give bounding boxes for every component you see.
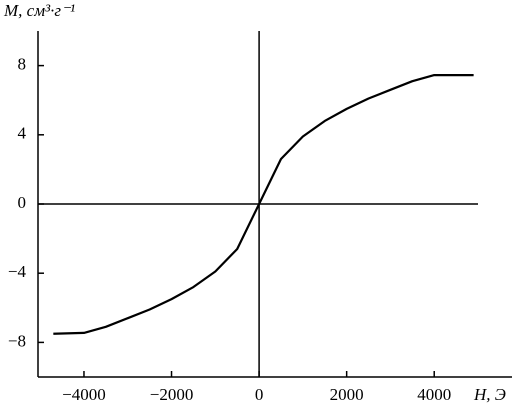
x-tick-label: −4000: [62, 385, 106, 404]
y-tick-label: 4: [18, 124, 27, 143]
y-axis-label: M, см³·г⁻¹: [3, 1, 75, 20]
y-tick-label: 8: [18, 55, 27, 74]
x-tick-label: 0: [255, 385, 264, 404]
x-axis-label: H, Э: [473, 385, 506, 404]
y-tick-label: −8: [8, 331, 26, 350]
x-tick-label: 2000: [330, 385, 364, 404]
y-tick-label: 0: [18, 193, 27, 212]
x-tick-label: 4000: [417, 385, 451, 404]
data-line: [53, 74, 474, 335]
x-tick-label: −2000: [150, 385, 194, 404]
y-tick-label: −4: [8, 262, 27, 281]
